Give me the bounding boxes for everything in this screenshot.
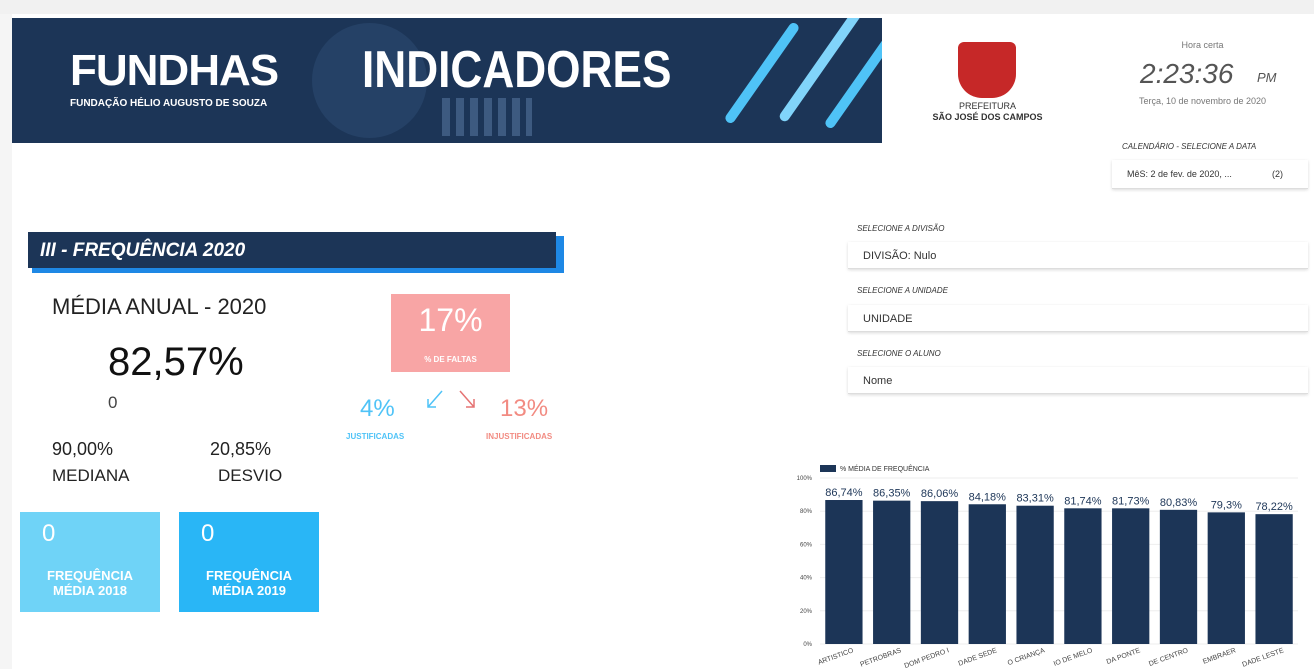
y-tick-label: 40% bbox=[800, 576, 813, 582]
absence-label: % DE FALTAS bbox=[391, 355, 510, 364]
value-label: 78,22% bbox=[1255, 501, 1293, 513]
x-tick-label: O CRIANÇA bbox=[1007, 647, 1046, 667]
filter-select[interactable]: UNIDADE bbox=[848, 305, 1308, 332]
value-label: 83,31% bbox=[1016, 493, 1054, 505]
annual-value: 82,57% bbox=[108, 340, 244, 385]
y-tick-label: 20% bbox=[800, 609, 813, 615]
dashboard: FUNDHAS FUNDAÇÃO HÉLIO AUGUSTO DE SOUZA … bbox=[0, 0, 1314, 669]
y-tick-label: 60% bbox=[800, 542, 813, 548]
bar bbox=[969, 504, 1006, 644]
banner-bars bbox=[442, 98, 532, 136]
arrow bbox=[428, 391, 442, 407]
x-tick-label: ARTISTICO bbox=[817, 647, 855, 666]
x-tick-label: DE CENTRO bbox=[1148, 647, 1190, 668]
clock-time: 2:23:36 bbox=[1140, 58, 1233, 90]
top-strip bbox=[0, 0, 1314, 14]
bar bbox=[1112, 508, 1149, 644]
banner-title: INDICADORES bbox=[362, 40, 671, 100]
city-top: PREFEITURA bbox=[920, 101, 1055, 111]
y-tick-label: 80% bbox=[800, 509, 813, 515]
clock-date: Terça, 10 de novembro de 2020 bbox=[1120, 96, 1285, 106]
justified-label: JUSTIFICADAS bbox=[346, 432, 404, 441]
filter-label: SELECIONE O ALUNO bbox=[857, 349, 941, 358]
filter-label: SELECIONE A DIVISÃO bbox=[857, 224, 944, 233]
card-label: FREQUÊNCIA MÉDIA 2018 bbox=[35, 568, 145, 598]
bar bbox=[1160, 510, 1197, 644]
value-label: 84,18% bbox=[969, 491, 1007, 503]
annual-label: MÉDIA ANUAL - 2020 bbox=[52, 294, 266, 320]
value-label: 80,83% bbox=[1160, 497, 1198, 509]
clock-label: Hora certa bbox=[1120, 40, 1285, 50]
bar bbox=[825, 500, 862, 644]
x-tick-label: PETROBRAS bbox=[859, 647, 902, 668]
filter-select[interactable]: Nome bbox=[848, 367, 1308, 394]
calendar-select[interactable]: MêS: 2 de fev. de 2020, ... (2) bbox=[1112, 160, 1308, 189]
bar bbox=[1208, 512, 1245, 644]
value-label: 79,3% bbox=[1211, 499, 1242, 511]
filter-select[interactable]: DIVISÃO: Nulo bbox=[848, 242, 1308, 269]
deviation-value: 20,85% bbox=[210, 439, 271, 460]
value-label: 86,74% bbox=[825, 487, 863, 499]
bar bbox=[1255, 514, 1292, 644]
arrow bbox=[460, 391, 474, 407]
x-tick-label: DA PONTE bbox=[1106, 647, 1142, 666]
y-tick-label: 100% bbox=[797, 476, 813, 482]
x-tick-label: IO DE MELO bbox=[1053, 647, 1094, 668]
filter-label: SELECIONE A UNIDADE bbox=[857, 286, 948, 295]
card-value: 0 bbox=[201, 520, 214, 548]
x-tick-label: DOM PEDRO I bbox=[904, 647, 951, 669]
section-title: III - FREQUÊNCIA 2020 bbox=[40, 240, 245, 262]
clock-ampm: PM bbox=[1257, 70, 1277, 85]
filter-value: UNIDADE bbox=[863, 313, 913, 325]
brand: FUNDHAS bbox=[70, 46, 278, 96]
median-value: 90,00% bbox=[52, 439, 113, 460]
bar bbox=[1064, 508, 1101, 644]
filter-value: DIVISÃO: Nulo bbox=[863, 250, 936, 262]
legend-label: % MÉDIA DE FREQUÊNCIA bbox=[840, 464, 930, 473]
value-label: 86,35% bbox=[873, 488, 911, 500]
calendar-count: (2) bbox=[1272, 169, 1283, 179]
deviation-label: DESVIO bbox=[218, 466, 282, 486]
bar-chart: 0% 20% 40% 60% 80% 100% % MÉDIA DE FREQUÊNCIA 8… bbox=[780, 455, 1310, 669]
brand-sub: FUNDAÇÃO HÉLIO AUGUSTO DE SOUZA bbox=[70, 98, 267, 109]
left-strip bbox=[0, 14, 12, 669]
annual-sub: 0 bbox=[108, 393, 117, 413]
section-bar: III - FREQUÊNCIA 2020 bbox=[28, 232, 556, 268]
card-2019: 0 FREQUÊNCIA MÉDIA 2019 bbox=[179, 512, 319, 612]
city: SÃO JOSÉ DOS CAMPOS bbox=[920, 112, 1055, 122]
card-value: 0 bbox=[42, 520, 55, 548]
card-2018: 0 FREQUÊNCIA MÉDIA 2018 bbox=[20, 512, 160, 612]
value-label: 81,73% bbox=[1112, 495, 1150, 507]
justified-value: 4% bbox=[360, 395, 395, 423]
absence-arrows bbox=[420, 385, 480, 415]
x-tick-label: DADE SEDE bbox=[958, 647, 999, 668]
bar bbox=[1016, 506, 1053, 644]
calendar-value: MêS: 2 de fev. de 2020, ... bbox=[1127, 169, 1232, 179]
filter-value: Nome bbox=[863, 375, 892, 387]
median-label: MEDIANA bbox=[52, 466, 129, 486]
bar bbox=[873, 501, 910, 644]
legend-swatch bbox=[820, 465, 836, 472]
absence-box: 17% % DE FALTAS bbox=[391, 294, 510, 372]
bar bbox=[921, 501, 958, 644]
card-label: FREQUÊNCIA MÉDIA 2019 bbox=[194, 568, 304, 598]
calendar-label: CALENDÁRIO - SELECIONE A DATA bbox=[1122, 142, 1256, 151]
value-label: 86,06% bbox=[921, 488, 959, 500]
x-tick-label: EMBRAER bbox=[1202, 647, 1237, 665]
value-label: 81,74% bbox=[1064, 495, 1102, 507]
unjustified-value: 13% bbox=[500, 395, 548, 423]
banner: FUNDHAS FUNDAÇÃO HÉLIO AUGUSTO DE SOUZA … bbox=[12, 18, 882, 143]
x-tick-label: DADE LESTE bbox=[1241, 647, 1285, 669]
absence-value: 17% bbox=[391, 302, 510, 339]
unjustified-label: INJUSTIFICADAS bbox=[486, 432, 552, 441]
coat-of-arms bbox=[958, 42, 1016, 98]
y-tick-label: 0% bbox=[803, 642, 812, 648]
